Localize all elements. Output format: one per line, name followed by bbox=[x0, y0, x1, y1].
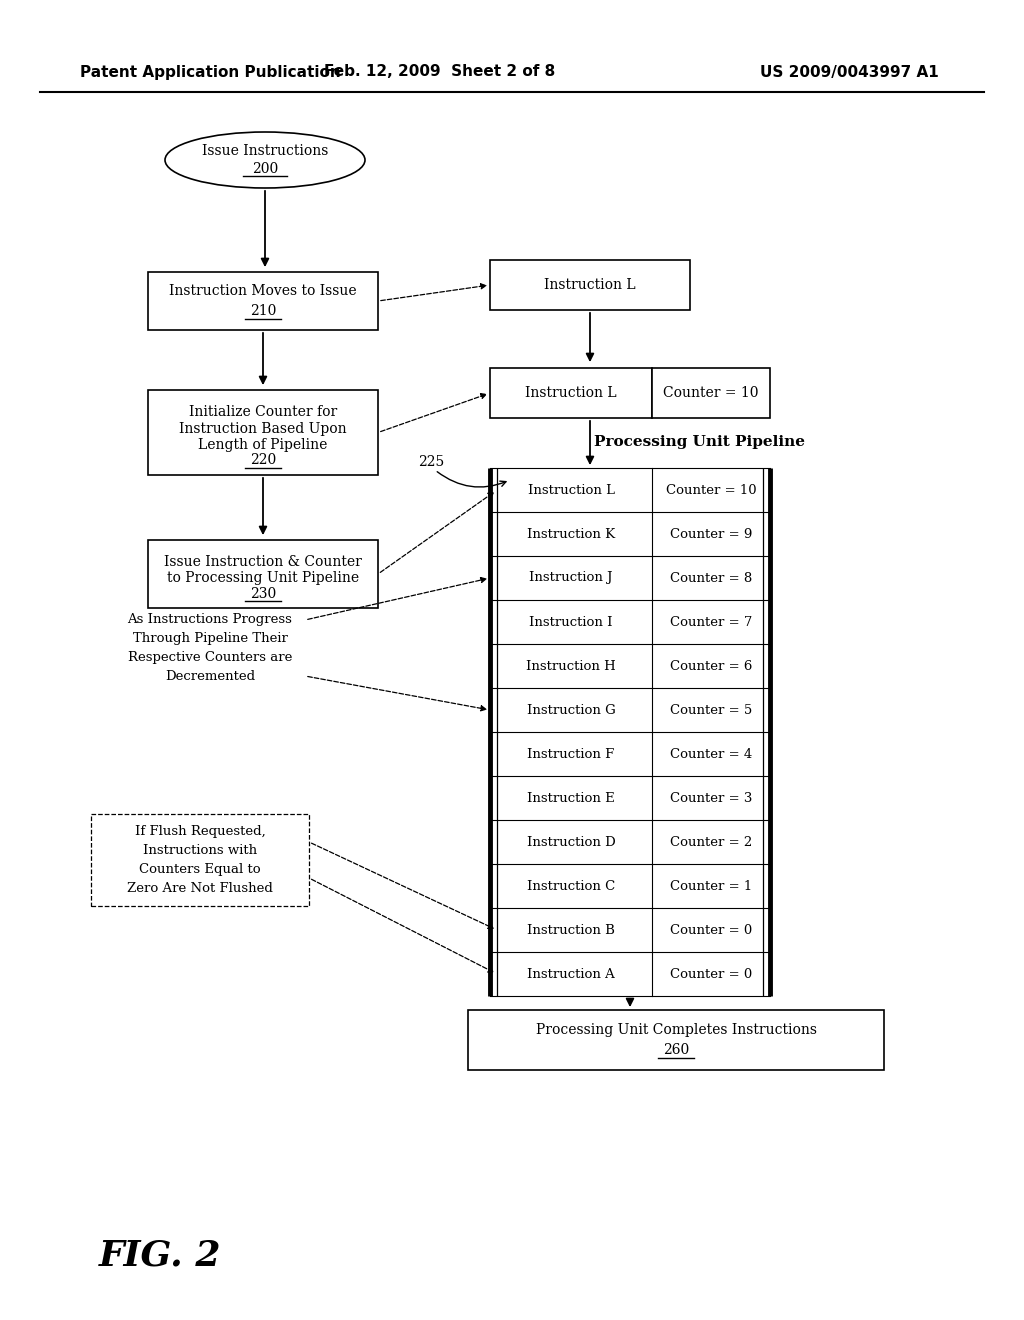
Text: Instruction L: Instruction L bbox=[527, 483, 614, 496]
Text: Instruction Moves to Issue: Instruction Moves to Issue bbox=[169, 284, 356, 298]
Bar bbox=[468, 1010, 884, 1071]
Text: Counter = 10: Counter = 10 bbox=[666, 483, 757, 496]
Text: Initialize Counter for: Initialize Counter for bbox=[188, 405, 337, 420]
Text: Counter = 2: Counter = 2 bbox=[670, 836, 752, 849]
Text: Counter = 8: Counter = 8 bbox=[670, 572, 752, 585]
Text: Processing Unit Pipeline: Processing Unit Pipeline bbox=[595, 436, 806, 449]
Text: Instruction L: Instruction L bbox=[525, 385, 616, 400]
Text: Counter = 9: Counter = 9 bbox=[670, 528, 753, 540]
Text: Patent Application Publication: Patent Application Publication bbox=[80, 65, 341, 79]
Text: Instruction F: Instruction F bbox=[527, 747, 614, 760]
Text: FIG. 2: FIG. 2 bbox=[98, 1238, 221, 1272]
Text: 230: 230 bbox=[250, 587, 276, 601]
Text: Instruction E: Instruction E bbox=[527, 792, 614, 804]
Ellipse shape bbox=[165, 132, 365, 187]
Text: Instruction Based Upon: Instruction Based Upon bbox=[179, 421, 347, 436]
Bar bbox=[91, 814, 309, 906]
Text: Counter = 0: Counter = 0 bbox=[670, 968, 752, 981]
Text: Instruction L: Instruction L bbox=[544, 279, 636, 292]
Text: Instruction D: Instruction D bbox=[526, 836, 615, 849]
Text: 225: 225 bbox=[418, 455, 444, 469]
Text: Counter = 7: Counter = 7 bbox=[670, 615, 753, 628]
Text: Counter = 3: Counter = 3 bbox=[670, 792, 753, 804]
Bar bbox=[148, 272, 378, 330]
Text: Instruction B: Instruction B bbox=[527, 924, 615, 936]
Text: Instruction H: Instruction H bbox=[526, 660, 615, 672]
Text: If Flush Requested,
Instructions with
Counters Equal to
Zero Are Not Flushed: If Flush Requested, Instructions with Co… bbox=[127, 825, 273, 895]
Text: Counter = 0: Counter = 0 bbox=[670, 924, 752, 936]
Text: 220: 220 bbox=[250, 454, 276, 467]
Bar bbox=[148, 389, 378, 475]
Text: Counter = 4: Counter = 4 bbox=[670, 747, 752, 760]
Bar bbox=[490, 260, 690, 310]
Text: Length of Pipeline: Length of Pipeline bbox=[199, 437, 328, 451]
Text: 200: 200 bbox=[252, 162, 279, 176]
Text: Instruction G: Instruction G bbox=[526, 704, 615, 717]
Text: Instruction K: Instruction K bbox=[527, 528, 615, 540]
Text: Instruction A: Instruction A bbox=[527, 968, 614, 981]
Text: Issue Instructions: Issue Instructions bbox=[202, 144, 328, 158]
Text: Counter = 6: Counter = 6 bbox=[670, 660, 753, 672]
Text: Counter = 1: Counter = 1 bbox=[670, 879, 752, 892]
Text: As Instructions Progress
Through Pipeline Their
Respective Counters are
Decremen: As Instructions Progress Through Pipelin… bbox=[128, 612, 293, 682]
Text: Issue Instruction & Counter: Issue Instruction & Counter bbox=[164, 554, 361, 569]
Text: 210: 210 bbox=[250, 304, 276, 318]
Text: Processing Unit Completes Instructions: Processing Unit Completes Instructions bbox=[536, 1023, 816, 1038]
Text: Counter = 10: Counter = 10 bbox=[664, 385, 759, 400]
Text: Counter = 5: Counter = 5 bbox=[670, 704, 752, 717]
Text: Feb. 12, 2009  Sheet 2 of 8: Feb. 12, 2009 Sheet 2 of 8 bbox=[325, 65, 556, 79]
Text: Instruction C: Instruction C bbox=[527, 879, 615, 892]
Text: to Processing Unit Pipeline: to Processing Unit Pipeline bbox=[167, 572, 359, 585]
Text: Instruction J: Instruction J bbox=[529, 572, 612, 585]
Text: Instruction I: Instruction I bbox=[529, 615, 612, 628]
Text: 260: 260 bbox=[663, 1043, 689, 1057]
Bar bbox=[652, 368, 770, 418]
Bar bbox=[148, 540, 378, 609]
Text: US 2009/0043997 A1: US 2009/0043997 A1 bbox=[760, 65, 939, 79]
Bar bbox=[490, 368, 652, 418]
